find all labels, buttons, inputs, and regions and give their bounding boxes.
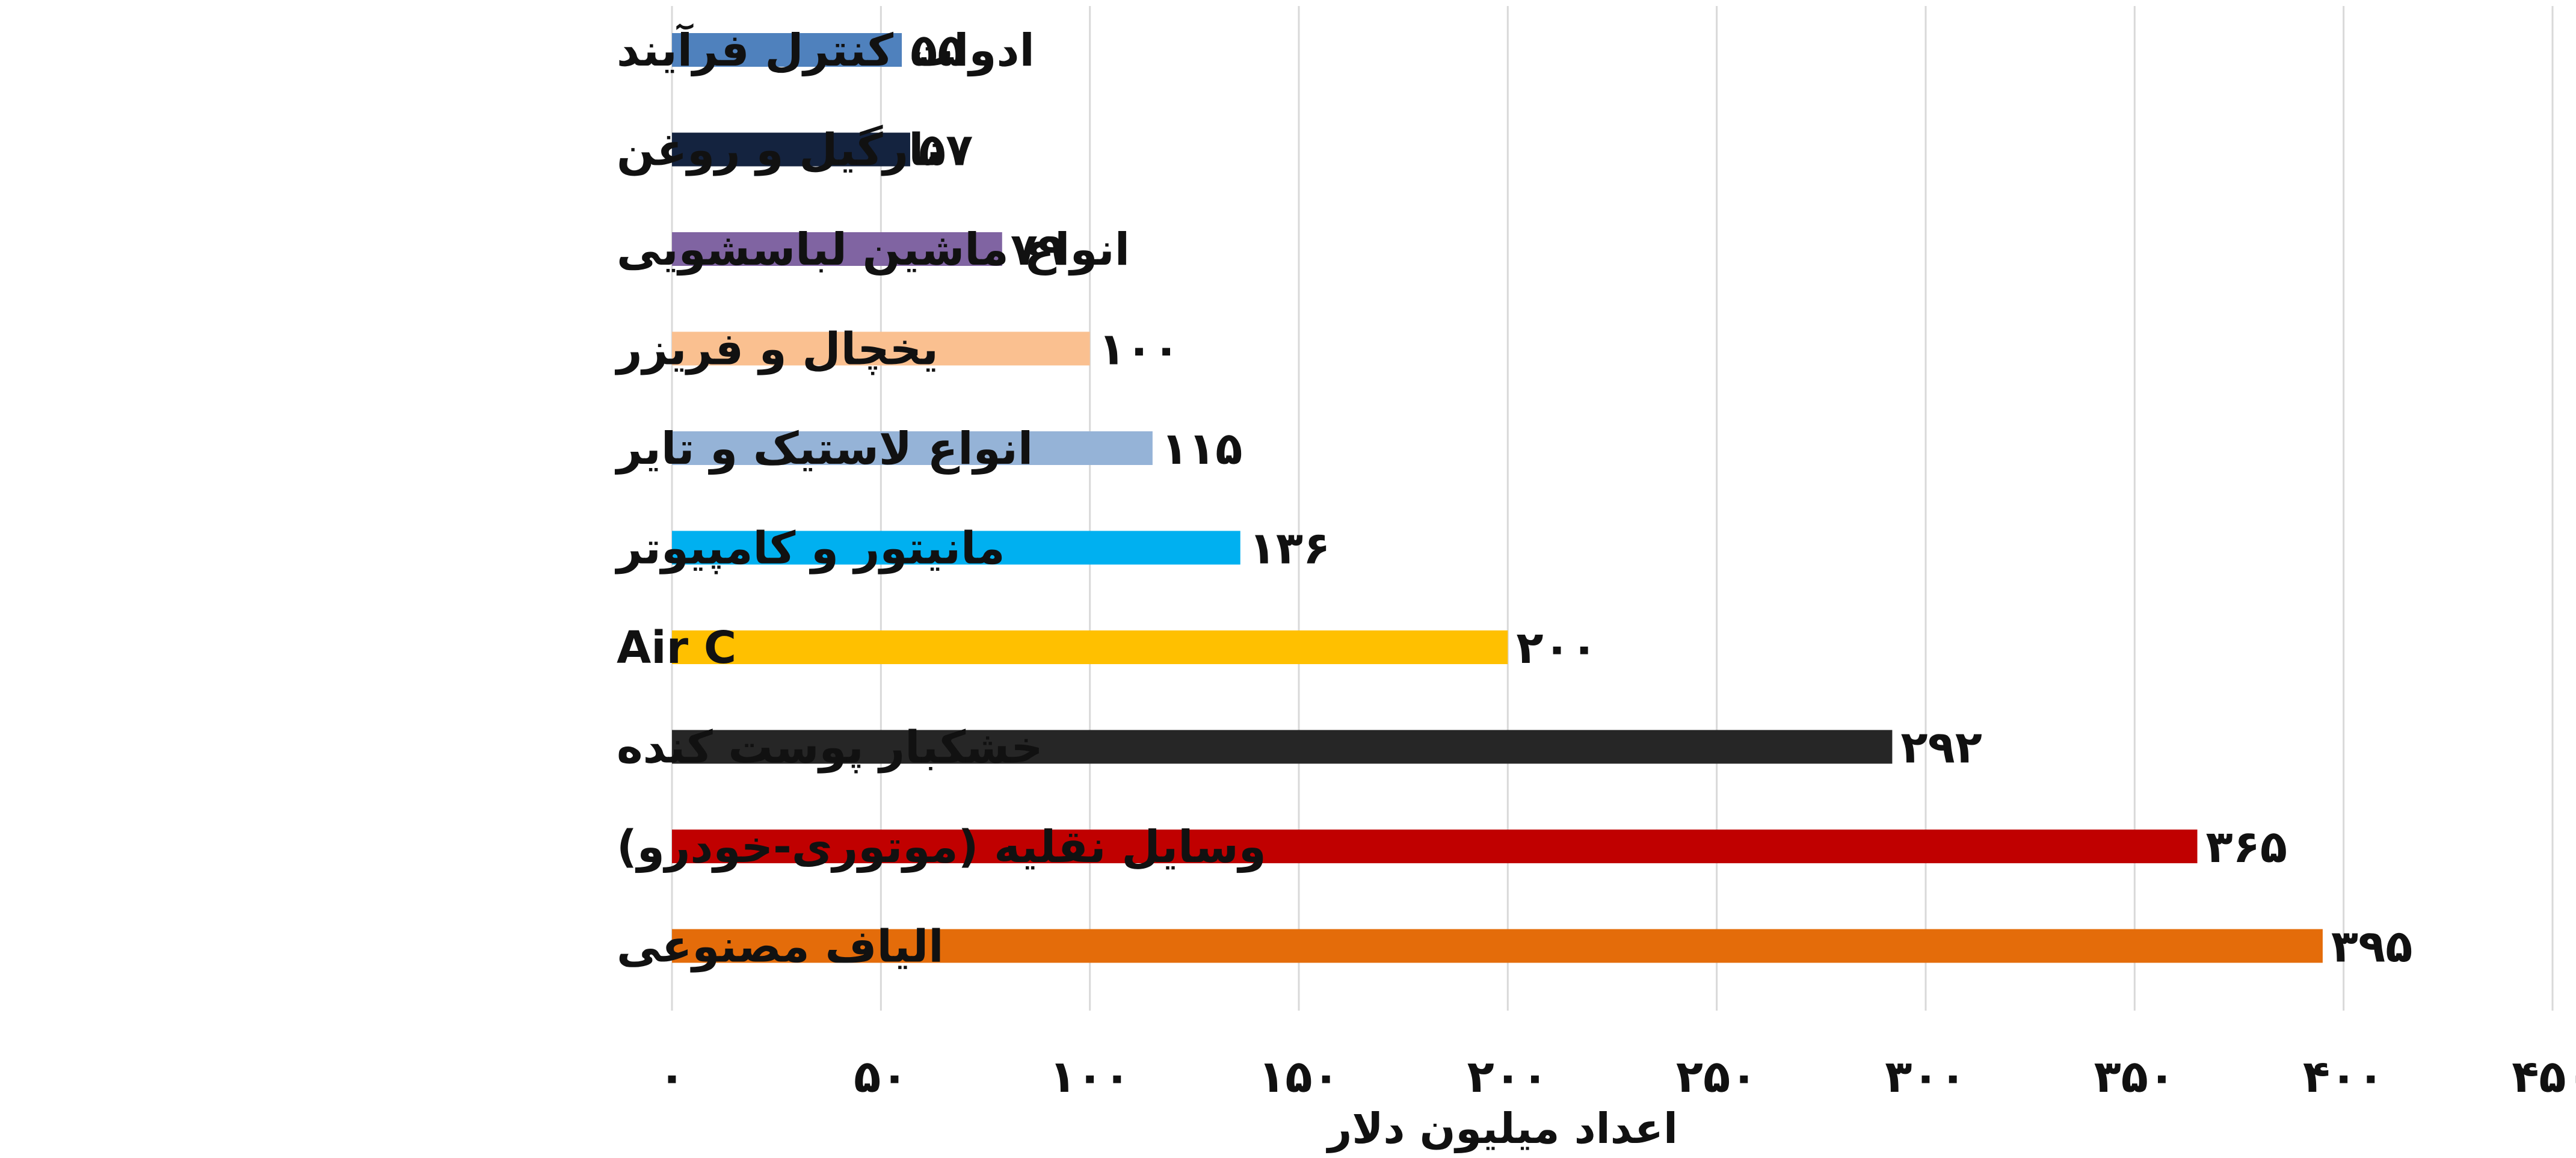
x-tick-label: ۴۰۰ xyxy=(2303,1051,2385,1103)
value-label: ۷۹ xyxy=(1011,224,1065,276)
category-label: مانیتور و کامپیوتر xyxy=(614,523,1005,575)
x-tick-labels: ۰ ۵۰ ۱۰۰ ۱۵۰ ۲۰۰ ۲۵۰ ۳۰۰ ۳۵۰ ۴۰۰ ۴۵۰ xyxy=(658,1051,2576,1103)
category-labels: ادوات کنترل فرآیند نارگیل و روغن انواع ماش… xyxy=(614,23,1266,973)
category-label: انواع لاستیک و تایر xyxy=(614,423,1033,475)
bar xyxy=(672,33,902,67)
value-label: ۲۹۲ xyxy=(1900,722,1982,774)
x-tick-label: ۴۵۰ xyxy=(2512,1051,2576,1103)
bar xyxy=(672,431,1153,465)
value-label: ۳۶۵ xyxy=(2206,821,2288,873)
x-tick-label: ۰ xyxy=(658,1051,685,1103)
category-label: نارگیل و روغن xyxy=(617,125,942,177)
category-label: انواع ماشین لباسشویی xyxy=(617,224,1130,276)
x-tick-label: ۵۰ xyxy=(854,1051,908,1103)
value-label: ۵۵ xyxy=(910,25,964,76)
bars xyxy=(672,33,2323,963)
value-label: ۱۱۵ xyxy=(1161,423,1243,475)
category-label: یخچال و فریزر xyxy=(614,324,938,376)
bar xyxy=(672,331,1090,366)
category-label: Air C xyxy=(617,622,736,674)
category-label: ادوات کنترل فرآیند xyxy=(617,23,1035,77)
x-tick-label: ۲۰۰ xyxy=(1467,1051,1549,1103)
gridlines xyxy=(671,6,2554,1011)
category-label: خشکبار پوست کنده xyxy=(617,722,1043,774)
bar xyxy=(672,531,1240,565)
x-tick-label: ۳۰۰ xyxy=(1885,1051,1967,1103)
x-tick-label: ۲۵۰ xyxy=(1676,1051,1758,1103)
value-label: ۳۹۵ xyxy=(2331,921,2413,973)
bar xyxy=(672,630,1508,664)
value-label: ۵۷ xyxy=(919,125,973,176)
value-label: ۱۰۰ xyxy=(1098,324,1180,375)
x-tick-label: ۱۵۰ xyxy=(1258,1051,1340,1103)
bar xyxy=(672,929,2323,963)
x-tick-label: ۳۵۰ xyxy=(2094,1051,2176,1103)
bar xyxy=(672,232,1002,266)
value-label: ۲۰۰ xyxy=(1516,622,1598,674)
x-axis-title: اعداد میلیون دلار xyxy=(1326,1104,1678,1153)
category-label: الیاف مصنوعی xyxy=(617,921,944,973)
bar xyxy=(672,730,1893,764)
bar xyxy=(672,830,2198,863)
value-label: ۱۳۶ xyxy=(1249,523,1331,574)
bar xyxy=(672,132,910,167)
category-label: وسایل نقلیه (موتوری-خودرو) xyxy=(617,821,1266,873)
x-tick-label: ۱۰۰ xyxy=(1049,1051,1131,1103)
